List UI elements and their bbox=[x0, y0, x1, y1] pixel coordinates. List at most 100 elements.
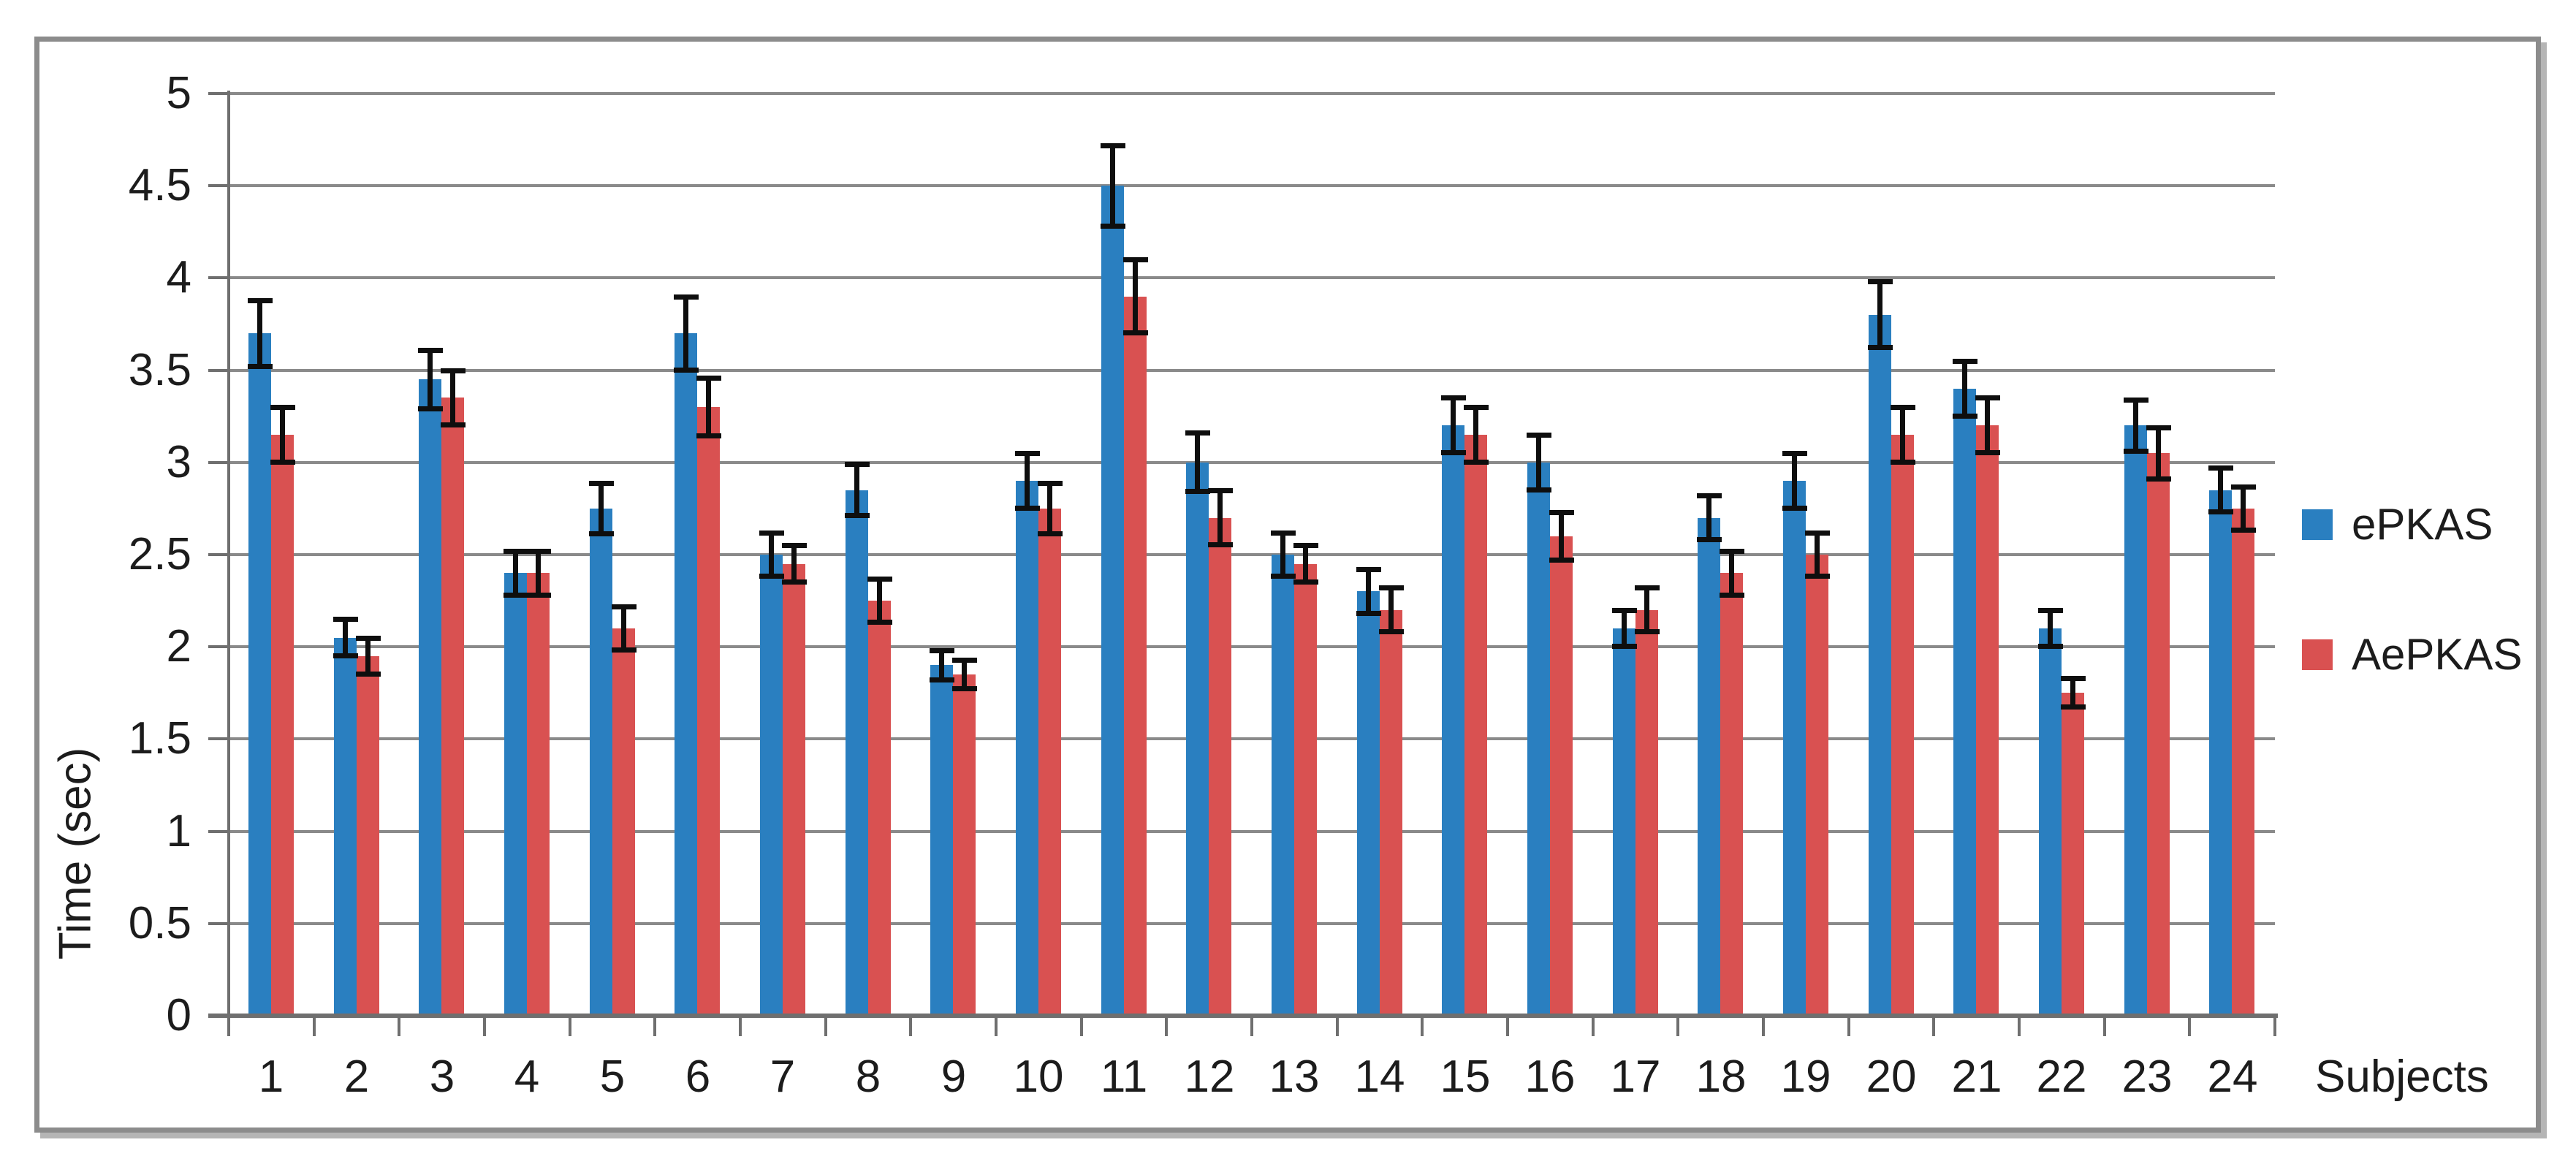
y-tick-label-1.5: 1.5 bbox=[128, 713, 191, 764]
error-bar-cap-bottom bbox=[845, 512, 870, 518]
error-bar-cap-top bbox=[1379, 585, 1404, 591]
gridline bbox=[229, 737, 2275, 741]
error-bar-epkas-subject-17 bbox=[1622, 609, 1627, 647]
x-axis-tick bbox=[2273, 1016, 2276, 1036]
error-bar-cap-bottom bbox=[759, 574, 784, 579]
error-bar-epkas-subject-11 bbox=[1110, 145, 1115, 227]
error-bar-aepkas-subject-7 bbox=[791, 545, 797, 582]
x-axis-tick bbox=[1762, 1016, 1765, 1036]
error-bar-epkas-subject-24 bbox=[2218, 468, 2223, 512]
error-bar-aepkas-subject-15 bbox=[1473, 407, 1478, 463]
error-bar-cap-bottom bbox=[1868, 345, 1893, 351]
error-bar-cap-top bbox=[526, 548, 551, 554]
error-bar-epkas-subject-21 bbox=[1962, 360, 1967, 417]
bar-epkas-subject-21 bbox=[1953, 388, 1976, 1016]
error-bar-cap-bottom bbox=[867, 620, 892, 625]
error-bar-epkas-subject-20 bbox=[1877, 281, 1882, 349]
error-bar-cap-top bbox=[1123, 257, 1148, 263]
x-axis-tick bbox=[313, 1016, 316, 1036]
error-bar-cap-bottom bbox=[1038, 531, 1063, 537]
x-tick-label-10: 10 bbox=[1013, 1052, 1064, 1102]
error-bar-cap-bottom bbox=[1635, 629, 1660, 634]
bar-epkas-subject-16 bbox=[1527, 462, 1550, 1016]
bar-aepkas-subject-19 bbox=[1806, 555, 1828, 1016]
x-tick-label-12: 12 bbox=[1184, 1052, 1235, 1102]
bar-epkas-subject-4 bbox=[504, 573, 527, 1016]
y-axis-tick bbox=[208, 829, 227, 833]
x-axis-tick bbox=[483, 1016, 486, 1036]
error-bar-epkas-subject-5 bbox=[599, 482, 604, 535]
error-bar-cap-top bbox=[1208, 487, 1233, 493]
error-bar-cap-top bbox=[1356, 567, 1381, 573]
error-bar-cap-bottom bbox=[2124, 448, 2148, 454]
error-bar-cap-top bbox=[418, 347, 443, 353]
bar-aepkas-subject-23 bbox=[2147, 453, 2170, 1016]
y-axis-tick bbox=[208, 553, 227, 556]
x-axis-tick bbox=[227, 1016, 230, 1036]
y-tick-label-4: 4 bbox=[166, 252, 191, 303]
x-tick-label-4: 4 bbox=[514, 1052, 540, 1102]
error-bar-cap-bottom bbox=[696, 433, 721, 439]
y-tick-label-0: 0 bbox=[166, 990, 191, 1041]
y-axis-tick bbox=[208, 921, 227, 925]
error-bar-cap-bottom bbox=[589, 531, 614, 537]
x-axis-tick bbox=[995, 1016, 998, 1036]
y-tick-label-0.5: 0.5 bbox=[128, 897, 191, 948]
error-bar-cap-top bbox=[356, 635, 381, 641]
error-bar-cap-top bbox=[1271, 530, 1296, 536]
error-bar-epkas-subject-23 bbox=[2133, 399, 2138, 452]
x-tick-label-7: 7 bbox=[770, 1052, 796, 1102]
bar-aepkas-subject-21 bbox=[1976, 425, 1999, 1016]
error-bar-cap-top bbox=[674, 294, 699, 300]
error-bar-epkas-subject-4 bbox=[513, 550, 518, 596]
x-tick-label-18: 18 bbox=[1695, 1052, 1747, 1102]
error-bar-aepkas-subject-12 bbox=[1217, 490, 1223, 546]
error-bar-aepkas-subject-1 bbox=[280, 407, 285, 463]
error-bar-aepkas-subject-18 bbox=[1729, 550, 1734, 596]
bar-aepkas-subject-22 bbox=[2062, 693, 2084, 1016]
x-axis-tick bbox=[1080, 1016, 1083, 1036]
x-axis-tick bbox=[909, 1016, 912, 1036]
error-bar-cap-bottom bbox=[2146, 476, 2171, 482]
error-bar-epkas-subject-14 bbox=[1366, 569, 1371, 614]
x-tick-label-17: 17 bbox=[1610, 1052, 1661, 1102]
error-bar-cap-bottom bbox=[1379, 629, 1404, 634]
bar-aepkas-subject-1 bbox=[271, 434, 294, 1016]
bar-aepkas-subject-11 bbox=[1124, 296, 1147, 1016]
error-bar-cap-bottom bbox=[418, 406, 443, 411]
error-bar-cap-bottom bbox=[1208, 542, 1233, 548]
error-bar-cap-top bbox=[952, 657, 977, 663]
gridline bbox=[229, 645, 2275, 649]
bar-epkas-subject-20 bbox=[1869, 314, 1891, 1016]
bar-epkas-subject-22 bbox=[2039, 628, 2062, 1016]
x-tick-label-11: 11 bbox=[1100, 1052, 1148, 1102]
error-bar-aepkas-subject-13 bbox=[1303, 545, 1308, 582]
y-axis-tick bbox=[208, 368, 227, 372]
error-bar-aepkas-subject-3 bbox=[450, 370, 455, 426]
legend-label-epkas: ePKAS bbox=[2352, 500, 2493, 549]
error-bar-aepkas-subject-20 bbox=[1900, 407, 1905, 463]
gridline bbox=[229, 553, 2275, 556]
error-bar-epkas-subject-22 bbox=[2048, 609, 2053, 647]
error-bar-aepkas-subject-4 bbox=[536, 550, 541, 596]
error-bar-cap-top bbox=[1464, 405, 1489, 411]
error-bar-aepkas-subject-9 bbox=[962, 659, 967, 690]
bar-aepkas-subject-4 bbox=[527, 573, 550, 1016]
error-bar-cap-bottom bbox=[1612, 644, 1637, 650]
error-bar-cap-bottom bbox=[504, 592, 528, 598]
legend-swatch-aepkas-icon bbox=[2302, 639, 2333, 670]
bar-epkas-subject-11 bbox=[1101, 186, 1124, 1016]
error-bar-cap-bottom bbox=[1953, 413, 1977, 419]
x-tick-label-2: 2 bbox=[343, 1052, 370, 1102]
error-bar-cap-top bbox=[441, 368, 466, 373]
error-bar-cap-bottom bbox=[1271, 574, 1296, 579]
error-bar-cap-bottom bbox=[1527, 487, 1551, 493]
legend-label-aepkas: AePKAS bbox=[2352, 630, 2523, 679]
error-bar-epkas-subject-18 bbox=[1706, 495, 1711, 540]
error-bar-epkas-subject-6 bbox=[683, 296, 688, 370]
bar-aepkas-subject-24 bbox=[2232, 508, 2254, 1016]
x-tick-label-9: 9 bbox=[941, 1052, 967, 1102]
error-bar-cap-top bbox=[1720, 548, 1744, 554]
error-bar-cap-top bbox=[759, 530, 784, 536]
x-tick-label-24: 24 bbox=[2207, 1052, 2258, 1102]
